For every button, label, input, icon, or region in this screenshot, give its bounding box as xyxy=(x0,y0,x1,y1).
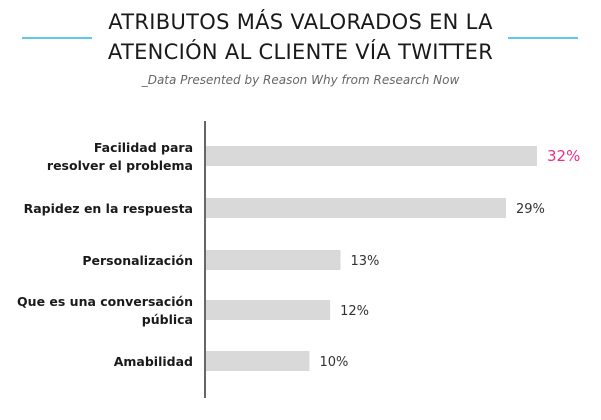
bar xyxy=(206,146,537,166)
value-label: 12% xyxy=(340,304,369,319)
category-label-line: pública xyxy=(142,312,193,327)
value-label: 10% xyxy=(319,355,348,370)
bar xyxy=(206,250,341,270)
value-label: 32% xyxy=(547,147,580,165)
chart-subtitle: _Data Presented by Reason Why from Resea… xyxy=(141,73,460,87)
category-label: Facilidad para resolver el problema xyxy=(47,140,193,173)
category-label: Personalización xyxy=(82,253,193,268)
category-label: Amabilidad xyxy=(114,354,193,369)
title-rule-right xyxy=(508,37,578,39)
category-label: Que es una conversación pública xyxy=(17,294,193,327)
chart-title-line-2: ATENCIÓN AL CLIENTE VÍA TWITTER xyxy=(107,40,494,64)
category-label: Rapidez en la respuesta xyxy=(24,201,193,216)
category-label-line: Personalización xyxy=(82,253,193,268)
bar xyxy=(206,300,331,320)
value-label: 29% xyxy=(516,202,545,217)
bar xyxy=(206,198,506,218)
category-label-line: resolver el problema xyxy=(47,158,193,173)
category-label-line: Que es una conversación xyxy=(17,294,193,309)
category-label-line: Rapidez en la respuesta xyxy=(24,201,193,216)
chart-title-line-1: ATRIBUTOS MÁS VALORADOS EN LA xyxy=(108,10,493,34)
title-rule-left xyxy=(22,37,92,39)
value-label: 13% xyxy=(350,254,379,269)
category-label-line: Amabilidad xyxy=(114,354,193,369)
bar xyxy=(206,351,310,371)
category-label-line: Facilidad para xyxy=(94,140,193,155)
